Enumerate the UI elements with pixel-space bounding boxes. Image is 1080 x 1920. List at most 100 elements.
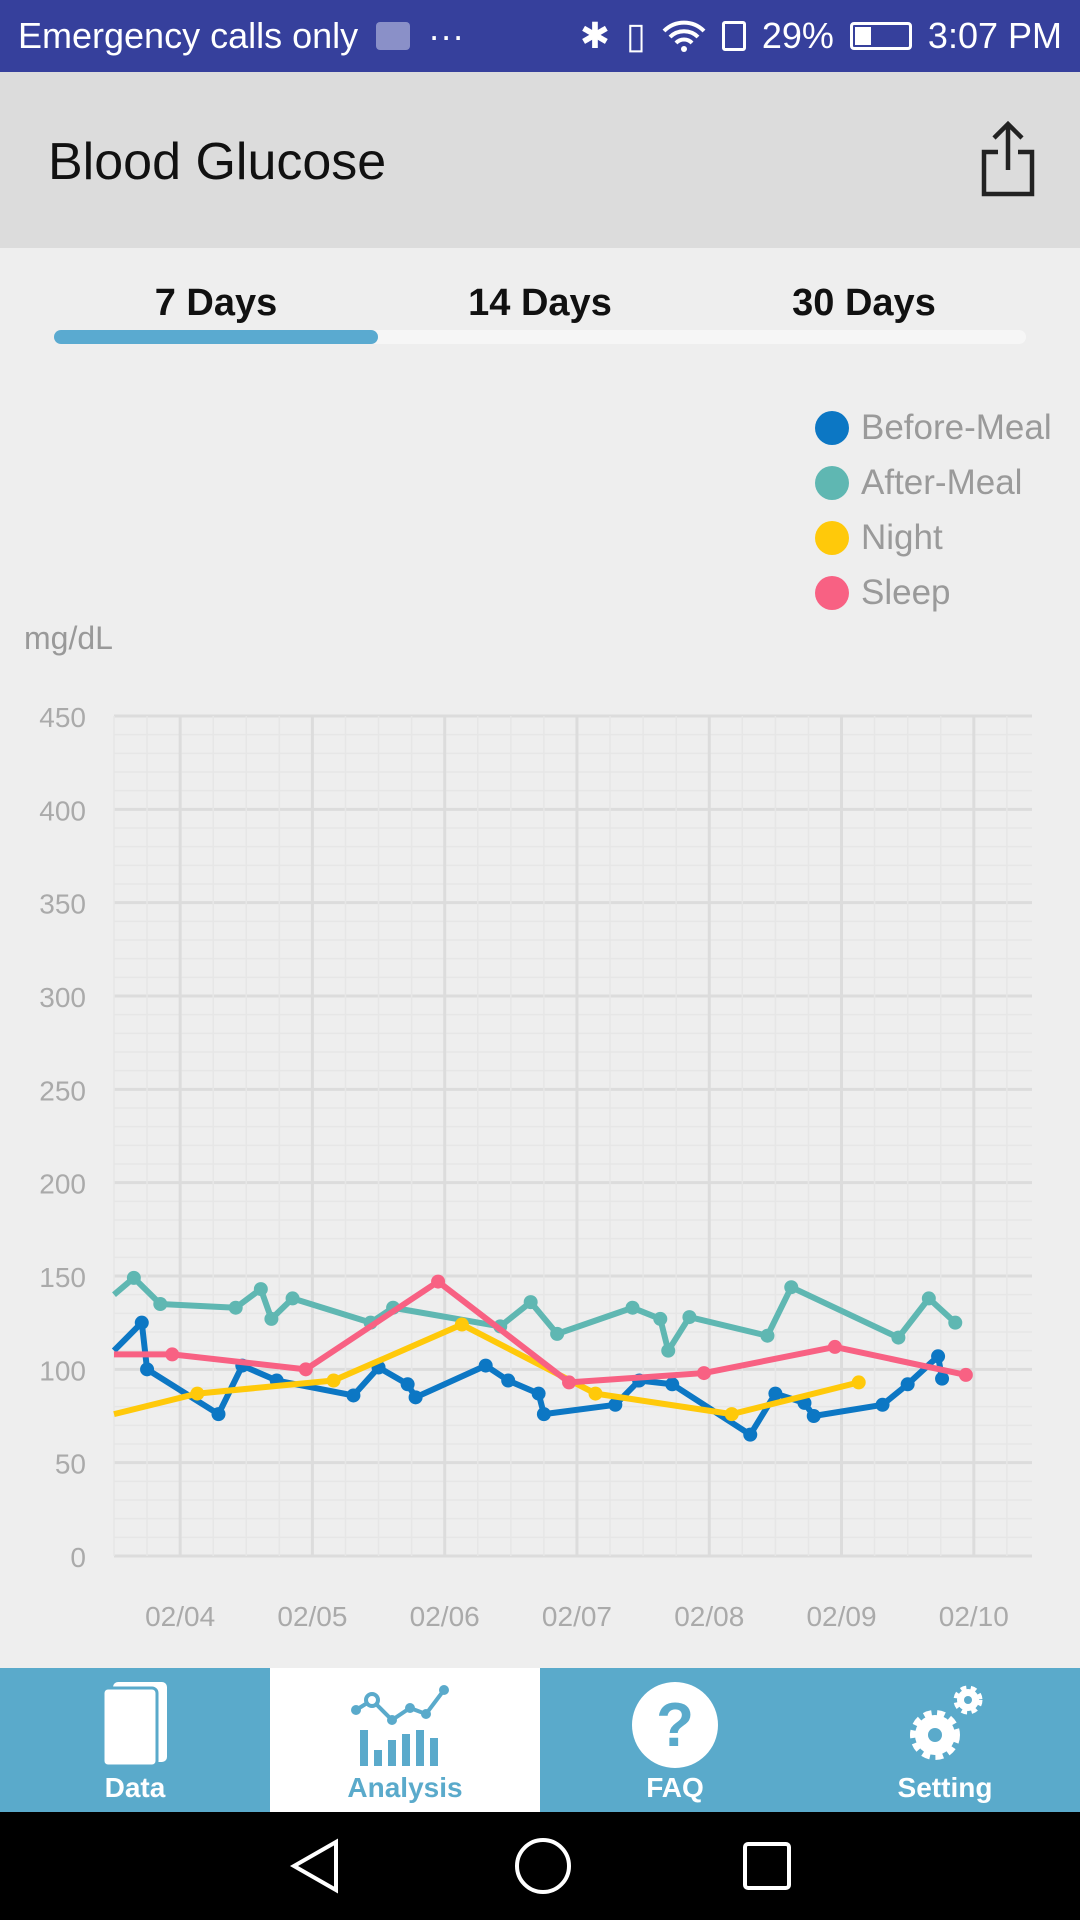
data-point: [190, 1386, 205, 1401]
nav-label: Setting: [897, 1772, 993, 1803]
legend-dot-icon: [815, 520, 849, 555]
question-icon: ?: [632, 1682, 718, 1768]
battery-icon: [849, 22, 912, 50]
data-point: [298, 1362, 313, 1377]
data-point: [126, 1270, 141, 1285]
vibrate-icon: ▯: [626, 15, 646, 56]
y-tick-label: 50: [55, 1449, 86, 1480]
legend-label: After-Meal: [861, 462, 1023, 502]
legend-dot-icon: [815, 575, 849, 610]
data-point: [768, 1386, 783, 1401]
health-icon: [376, 22, 411, 50]
legend-dot-icon: [815, 410, 849, 445]
data-point: [562, 1375, 577, 1390]
y-tick-label: 100: [39, 1355, 86, 1386]
data-point: [724, 1407, 739, 1422]
data-point: [134, 1315, 149, 1330]
tab-indicator: [54, 330, 378, 344]
nav-label: Analysis: [347, 1772, 463, 1803]
legend-label: Before-Meal: [861, 407, 1052, 447]
tab-14-days[interactable]: 14 Days: [468, 282, 612, 324]
data-point: [408, 1390, 423, 1405]
nav-analysis[interactable]: Analysis: [270, 1668, 540, 1812]
data-point: [682, 1310, 697, 1325]
data-point: [536, 1407, 551, 1422]
gear-icon: [910, 1685, 983, 1760]
data-point: [827, 1339, 842, 1354]
nav-label: Data: [104, 1772, 166, 1803]
status-bar: Emergency calls only ··· ✱ ▯ 29% 3:07 PM: [0, 0, 1080, 72]
nav-setting[interactable]: Setting: [810, 1668, 1080, 1812]
data-point: [900, 1377, 915, 1392]
x-tick-label: 02/05: [277, 1601, 347, 1632]
data-point: [140, 1362, 155, 1377]
share-icon[interactable]: [980, 118, 1036, 198]
nav-faq[interactable]: ? FAQ: [540, 1668, 810, 1812]
y-tick-label: 250: [39, 1075, 86, 1106]
data-point: [478, 1358, 493, 1373]
legend-label: Night: [861, 517, 943, 557]
data-point: [665, 1377, 680, 1392]
recents-icon[interactable]: [742, 1841, 792, 1891]
more-notifications: ···: [428, 15, 465, 56]
battery-percent: 29%: [761, 15, 834, 56]
data-point: [851, 1375, 866, 1390]
y-tick-label: 450: [39, 702, 86, 733]
data-point: [165, 1347, 180, 1362]
home-icon[interactable]: [514, 1837, 572, 1895]
back-icon[interactable]: [288, 1838, 344, 1894]
y-tick-label: 350: [39, 889, 86, 920]
data-point: [588, 1386, 603, 1401]
x-tick-label: 02/06: [410, 1601, 480, 1632]
data-point: [400, 1377, 415, 1392]
x-tick-label: 02/08: [674, 1601, 744, 1632]
data-point: [608, 1397, 623, 1412]
data-point: [653, 1311, 668, 1326]
x-tick-label: 02/10: [939, 1601, 1009, 1632]
document-icon: [101, 1682, 167, 1766]
legend-label: Sleep: [861, 572, 951, 612]
data-point: [454, 1317, 469, 1332]
legend-item: Sleep: [815, 565, 1052, 620]
series-line-after-meal: [112, 1274, 958, 1354]
nav-data[interactable]: Data: [0, 1668, 270, 1812]
chart-legend: Before-Meal After-Meal Night Sleep: [815, 400, 1052, 620]
data-point: [935, 1371, 950, 1386]
x-tick-label: 02/07: [542, 1601, 612, 1632]
data-point: [211, 1407, 226, 1422]
data-point: [550, 1326, 565, 1341]
legend-item: Night: [815, 510, 1052, 565]
nav-label: FAQ: [646, 1772, 704, 1803]
sim-icon: [721, 21, 746, 51]
data-point: [264, 1311, 279, 1326]
data-point: [501, 1373, 516, 1388]
app-header: Blood Glucose: [0, 72, 1080, 248]
system-nav-bar: [0, 1812, 1080, 1920]
clock: 3:07 PM: [927, 15, 1062, 56]
y-tick-label: 200: [39, 1169, 86, 1200]
glucose-chart[interactable]: 0 50 100 150 200 250 300 350 400 450 02/04 02/05 02/…: [0, 680, 1080, 1660]
range-tabs: 7 Days 14 Days 30 Days: [54, 270, 1026, 350]
page-title: Blood Glucose: [48, 133, 387, 191]
wifi-icon: [662, 20, 706, 52]
data-point: [875, 1397, 890, 1412]
data-point: [326, 1373, 341, 1388]
tab-indicator-track: [54, 330, 1026, 344]
series-line-sleep: [114, 1278, 967, 1386]
data-point: [921, 1291, 936, 1306]
legend-item: After-Meal: [815, 455, 1052, 510]
legend-item: Before-Meal: [815, 400, 1052, 455]
tab-7-days[interactable]: 7 Days: [154, 282, 278, 324]
legend-dot-icon: [815, 465, 849, 500]
data-point: [948, 1315, 963, 1330]
data-point: [228, 1300, 243, 1315]
y-tick-label: 150: [39, 1262, 86, 1293]
tab-30-days[interactable]: 30 Days: [792, 282, 936, 324]
y-tick-label: 0: [70, 1542, 86, 1573]
data-point: [891, 1330, 906, 1345]
x-tick-label: 02/04: [145, 1601, 215, 1632]
data-point: [784, 1280, 799, 1295]
data-point: [931, 1349, 946, 1364]
data-point: [153, 1297, 168, 1311]
data-point: [625, 1300, 640, 1315]
